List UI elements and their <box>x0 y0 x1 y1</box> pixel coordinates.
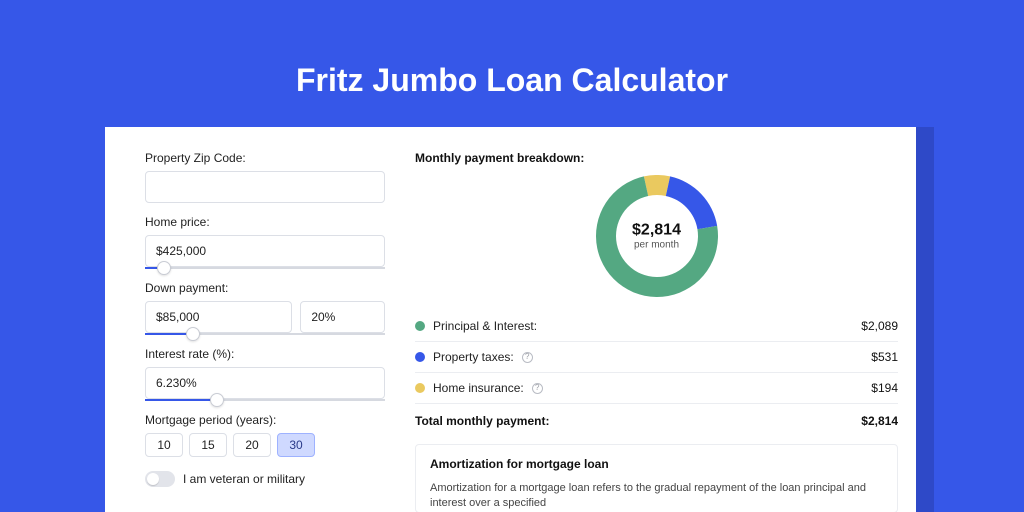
interest-rate-label: Interest rate (%): <box>145 347 385 361</box>
down-payment-pct-input[interactable] <box>300 301 385 333</box>
zip-label: Property Zip Code: <box>145 151 385 165</box>
down-payment-field: Down payment: <box>145 281 385 335</box>
donut-slice-home_insurance <box>643 175 669 196</box>
mortgage-period-field: Mortgage period (years): 10152030 <box>145 413 385 457</box>
mortgage-period-option-30[interactable]: 30 <box>277 433 315 457</box>
legend-label-home_insurance: Home insurance: <box>433 381 524 395</box>
veteran-toggle-row: I am veteran or military <box>145 471 385 487</box>
total-label: Total monthly payment: <box>415 414 549 428</box>
home-price-input[interactable] <box>145 235 385 267</box>
veteran-toggle-label: I am veteran or military <box>183 472 305 486</box>
total-amount: $2,814 <box>861 414 898 428</box>
amortization-text: Amortization for a mortgage loan refers … <box>430 481 883 512</box>
zip-field: Property Zip Code: <box>145 151 385 203</box>
interest-rate-field: Interest rate (%): <box>145 347 385 401</box>
home-price-label: Home price: <box>145 215 385 229</box>
info-icon-property_taxes[interactable]: ? <box>522 352 533 363</box>
legend-dot-property_taxes <box>415 352 425 362</box>
legend-dot-principal_interest <box>415 321 425 331</box>
home-price-slider[interactable] <box>145 267 385 269</box>
mortgage-period-option-15[interactable]: 15 <box>189 433 227 457</box>
donut-container: $2,814 per month <box>415 175 898 297</box>
page-title: Fritz Jumbo Loan Calculator <box>0 0 1024 127</box>
mortgage-period-options: 10152030 <box>145 433 385 457</box>
legend-row-principal_interest: Principal & Interest: $2,089 <box>415 311 898 341</box>
breakdown-title: Monthly payment breakdown: <box>415 151 898 165</box>
down-payment-slider[interactable] <box>145 333 385 335</box>
amortization-card: Amortization for mortgage loan Amortizat… <box>415 444 898 512</box>
down-payment-slider-thumb[interactable] <box>186 327 200 341</box>
legend-row-property_taxes: Property taxes:? $531 <box>415 342 898 372</box>
mortgage-period-option-20[interactable]: 20 <box>233 433 271 457</box>
zip-input[interactable] <box>145 171 385 203</box>
calculator-panel: Property Zip Code: Home price: Down paym… <box>105 127 916 512</box>
info-icon-home_insurance[interactable]: ? <box>532 383 543 394</box>
legend-amount-property_taxes: $531 <box>871 350 898 364</box>
legend-label-property_taxes: Property taxes: <box>433 350 514 364</box>
veteran-toggle[interactable] <box>145 471 175 487</box>
mortgage-period-label: Mortgage period (years): <box>145 413 385 427</box>
payment-donut-chart: $2,814 per month <box>596 175 718 297</box>
breakdown-column: Monthly payment breakdown: $2,814 per mo… <box>415 151 898 512</box>
mortgage-period-option-10[interactable]: 10 <box>145 433 183 457</box>
form-column: Property Zip Code: Home price: Down paym… <box>145 151 385 512</box>
home-price-slider-thumb[interactable] <box>157 261 171 275</box>
down-payment-amount-input[interactable] <box>145 301 292 333</box>
donut-center: $2,814 per month <box>632 222 681 251</box>
breakdown-legend: Principal & Interest: $2,089 Property taxe… <box>415 311 898 404</box>
donut-amount: $2,814 <box>632 222 681 240</box>
legend-left-principal_interest: Principal & Interest: <box>415 319 537 333</box>
legend-amount-principal_interest: $2,089 <box>861 319 898 333</box>
legend-dot-home_insurance <box>415 383 425 393</box>
interest-rate-slider-fill <box>145 399 217 401</box>
legend-label-principal_interest: Principal & Interest: <box>433 319 537 333</box>
legend-left-property_taxes: Property taxes:? <box>415 350 533 364</box>
panel-shadow: Property Zip Code: Home price: Down paym… <box>105 127 934 512</box>
interest-rate-slider-thumb[interactable] <box>210 393 224 407</box>
legend-left-home_insurance: Home insurance:? <box>415 381 543 395</box>
donut-sub-label: per month <box>632 240 681 251</box>
interest-rate-input[interactable] <box>145 367 385 399</box>
home-price-field: Home price: <box>145 215 385 269</box>
amortization-title: Amortization for mortgage loan <box>430 457 883 471</box>
interest-rate-slider[interactable] <box>145 399 385 401</box>
veteran-toggle-knob <box>147 473 159 485</box>
legend-amount-home_insurance: $194 <box>871 381 898 395</box>
legend-row-home_insurance: Home insurance:? $194 <box>415 373 898 403</box>
down-payment-label: Down payment: <box>145 281 385 295</box>
total-row: Total monthly payment: $2,814 <box>415 404 898 444</box>
